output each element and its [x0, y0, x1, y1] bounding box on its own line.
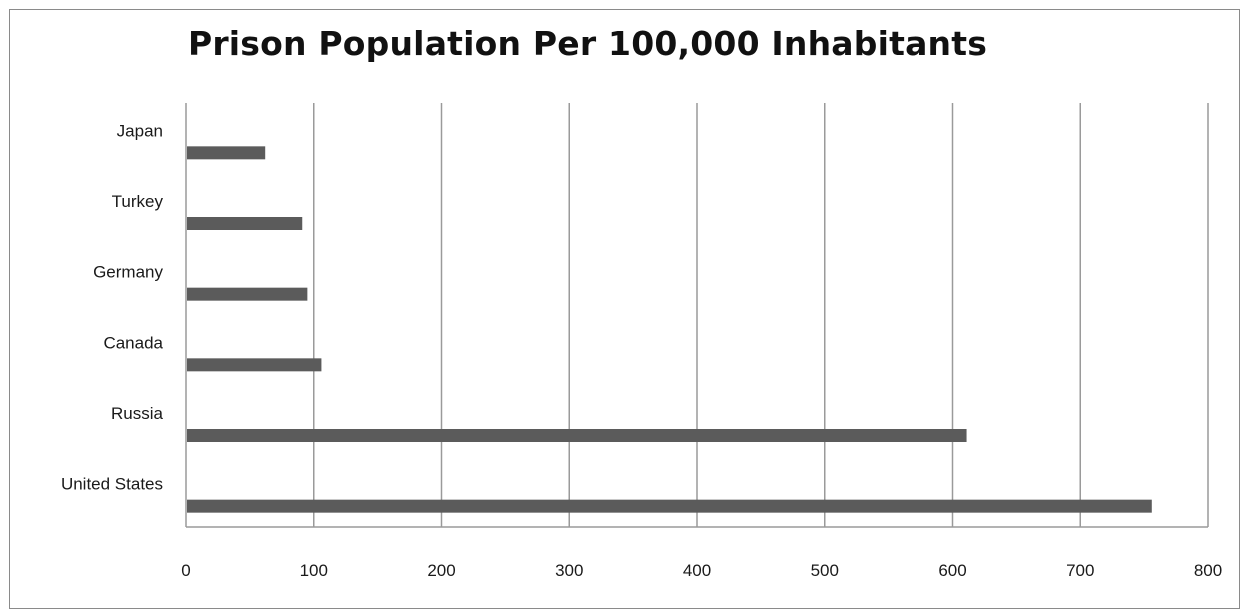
x-tick-label: 200 [427, 561, 455, 580]
chart-title: Prison Population Per 100,000 Inhabitant… [187, 24, 988, 63]
x-tick-label: 500 [811, 561, 839, 580]
bar [187, 429, 967, 442]
bar [187, 358, 322, 372]
x-tick-label: 0 [181, 561, 190, 580]
bar [187, 287, 308, 301]
y-category-label: Canada [103, 333, 163, 352]
y-category-label: Japan [117, 121, 163, 140]
bar [187, 146, 266, 160]
bar [187, 217, 303, 230]
x-tick-label: 300 [555, 561, 583, 580]
bar [187, 499, 1152, 513]
y-category-label: Russia [111, 404, 164, 423]
y-category-label: Germany [93, 263, 163, 282]
y-category-label: United States [61, 475, 163, 494]
x-tick-label: 800 [1194, 561, 1222, 580]
x-tick-label: 100 [300, 561, 328, 580]
x-tick-label: 600 [938, 561, 966, 580]
x-tick-label: 700 [1066, 561, 1094, 580]
y-category-label: Turkey [112, 192, 164, 211]
x-tick-label: 400 [683, 561, 711, 580]
